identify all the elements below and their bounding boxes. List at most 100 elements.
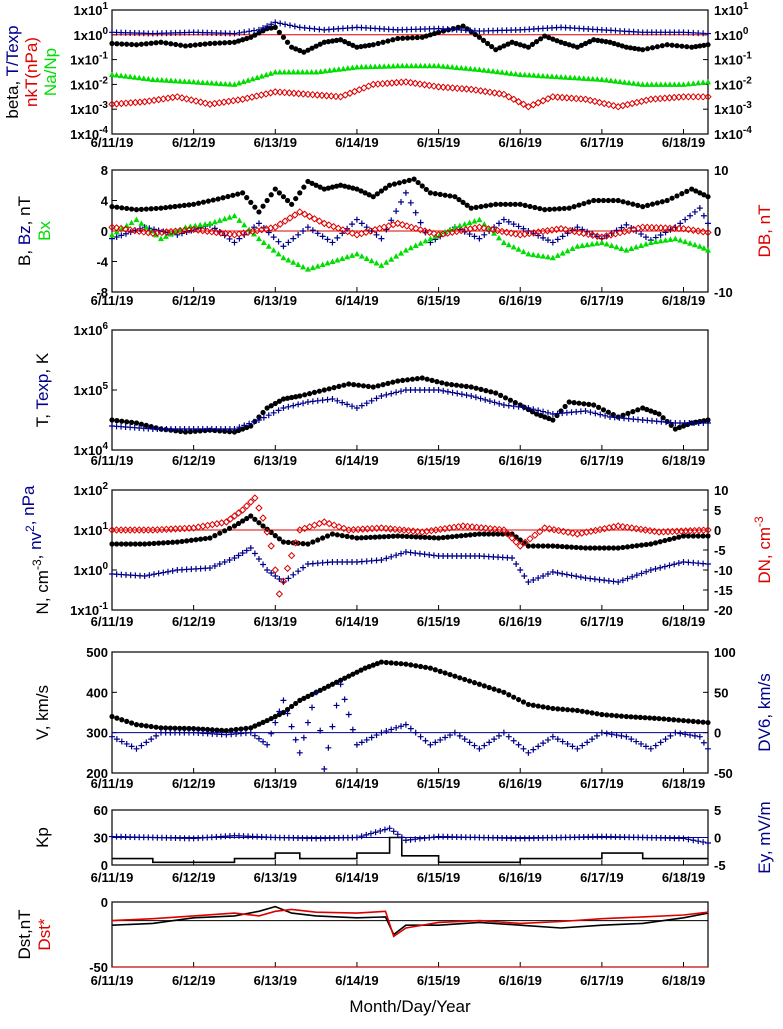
series-point-mag-Bx [628,245,635,252]
left-tick-label-beta: 1x10-4 [70,125,108,142]
series-point-density-nv2 [530,577,537,583]
series-point-speed-DV6 [593,732,600,739]
series-point-mag-Bz [319,233,326,240]
series-point-speed-DV6 [412,729,419,736]
series-point-temp-T [458,383,465,389]
series-point-mag-Bx [535,252,542,258]
series-point-beta-nkT [595,98,604,107]
series-point-temp-T [409,376,416,382]
series-point-beta-beta [212,40,218,46]
series-point-mag-Bx [363,255,370,261]
series-point-beta-beta [689,44,695,50]
series-point-density-nv2 [272,573,279,579]
right-tick-label-beta: 1x10-4 [714,125,752,142]
series-point-temp-Texp [463,392,470,399]
series-point-beta-nkT [699,93,707,101]
series-point-speed-DV6 [345,711,352,718]
series-point-mag-Bx [481,221,488,227]
series-point-beta-Na/Np [517,71,524,77]
series-point-temp-Texp [535,407,542,414]
left-tick-label-mag: 4 [101,194,109,209]
series-point-beta-beta [395,35,401,42]
series-point-mag-B [366,192,372,198]
series-point-speed-DV6 [584,739,591,746]
series-point-mag-B [571,204,577,210]
series-point-beta-beta [664,42,670,48]
series-point-density-N [334,532,340,538]
series-point-beta-beta [244,35,250,42]
series-point-speed-DV6 [393,724,400,731]
series-point-mag-Bz [417,219,424,226]
series-point-speed-DV6 [321,765,328,772]
series-point-mag-DB [398,220,406,229]
series-point-kp-Ey [363,831,370,838]
series-point-speed-DV6 [325,744,332,751]
series-point-speed-V [252,723,258,729]
series-point-density-nv2 [290,571,297,578]
x-tick-label-temp: 6/15/19 [417,453,460,468]
x-tick-label-dst: 6/11/19 [91,973,134,988]
series-point-speed-V [564,707,571,713]
series-point-density-N [695,533,701,539]
series-point-mag-B [576,202,582,208]
series-point-beta-nkT [406,78,415,87]
right-tick-label-beta: 1x101 [714,1,749,18]
series-point-mag-Bx [162,233,169,239]
series-point-beta-Na/Np [127,73,134,80]
series-point-temp-T [272,400,278,407]
series-point-beta-beta [431,30,438,37]
panel-frame-dst [111,901,709,968]
series-point-temp-T [346,381,352,387]
series-point-temp-T [390,379,396,385]
series-point-speed-V [604,712,610,718]
series-point-density-N [445,534,451,540]
series-point-density-N [285,539,291,546]
series-point-speed-V [158,725,164,731]
series-point-beta-Na/Np [471,66,478,72]
series-point-beta-beta [607,39,613,45]
series-point-speed-V [325,683,331,689]
series-point-mag-B [200,199,207,205]
series-point-mag-B [483,203,489,209]
series-point-density-N [463,532,469,538]
series-point-mag-B [284,197,291,204]
series-point-speed-V [418,663,424,670]
series-point-speed-V [205,726,211,733]
series-point-temp-T [321,387,327,393]
series-point-density-nv2 [517,567,524,573]
series-point-beta-beta [649,45,656,51]
series-point-mag-DB [329,222,338,231]
series-point-temp-Texp [530,406,537,413]
x-tick-label-kp: 6/11/19 [91,870,134,885]
series-point-temp-Texp [544,409,551,416]
series-point-speed-V [422,664,429,670]
series-point-density-N [509,531,515,537]
series-point-density-nv2 [243,547,250,554]
series-point-mag-Bz [353,216,360,223]
left-tick-label-temp: 1x104 [74,441,109,458]
series-point-beta-Na/Np [671,81,678,87]
series-point-mag-Bz [334,234,341,241]
series-point-speed-V [163,725,169,731]
series-point-density-N [248,513,254,519]
series-point-density-nv2 [521,573,528,579]
series-point-density-DN [279,577,288,585]
series-point-density-N [587,545,593,551]
series-point-speed-V [133,722,140,728]
series-point-beta-beta [280,34,287,40]
series-point-beta-beta [489,43,495,50]
series-point-beta-nkT [472,86,480,94]
series-point-beta-Na/Np [535,72,542,79]
series-point-speed-V [233,726,239,733]
series-point-speed-V [186,725,192,732]
series-point-temp-T [284,395,291,401]
series-point-beta-beta [346,40,352,47]
series-point-beta-Na/Np [363,63,370,70]
series-point-mag-Bz [358,220,365,227]
series-point-speed-DV6 [510,737,517,744]
series-point-mag-Bx [393,253,400,259]
series-point-temp-T [439,380,445,386]
x-tick-label-kp: 6/17/19 [580,870,623,885]
series-point-density-N [395,533,401,539]
series-point-speed-V [613,713,620,719]
